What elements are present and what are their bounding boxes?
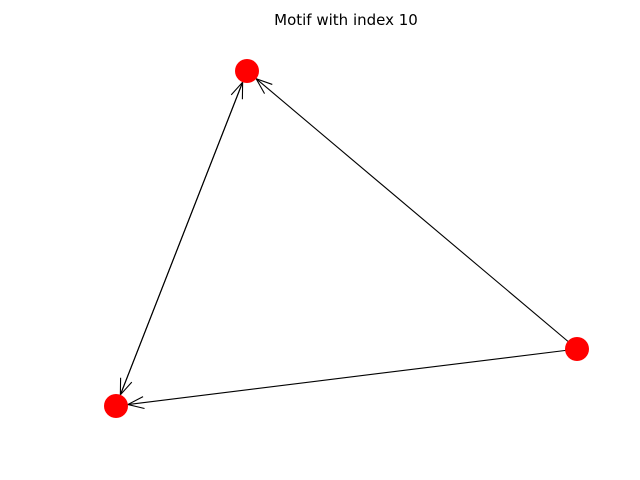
node-layer bbox=[104, 59, 589, 418]
node-bottom-left bbox=[104, 394, 128, 418]
plot-title: Motif with index 10 bbox=[274, 11, 418, 29]
node-top bbox=[235, 59, 259, 83]
edge-bottom-left-to-top bbox=[115, 81, 244, 407]
edge-right-to-bottom-left bbox=[127, 348, 578, 406]
node-right bbox=[565, 337, 589, 361]
edge-right-to-top bbox=[255, 78, 578, 350]
edge-layer bbox=[115, 70, 578, 410]
